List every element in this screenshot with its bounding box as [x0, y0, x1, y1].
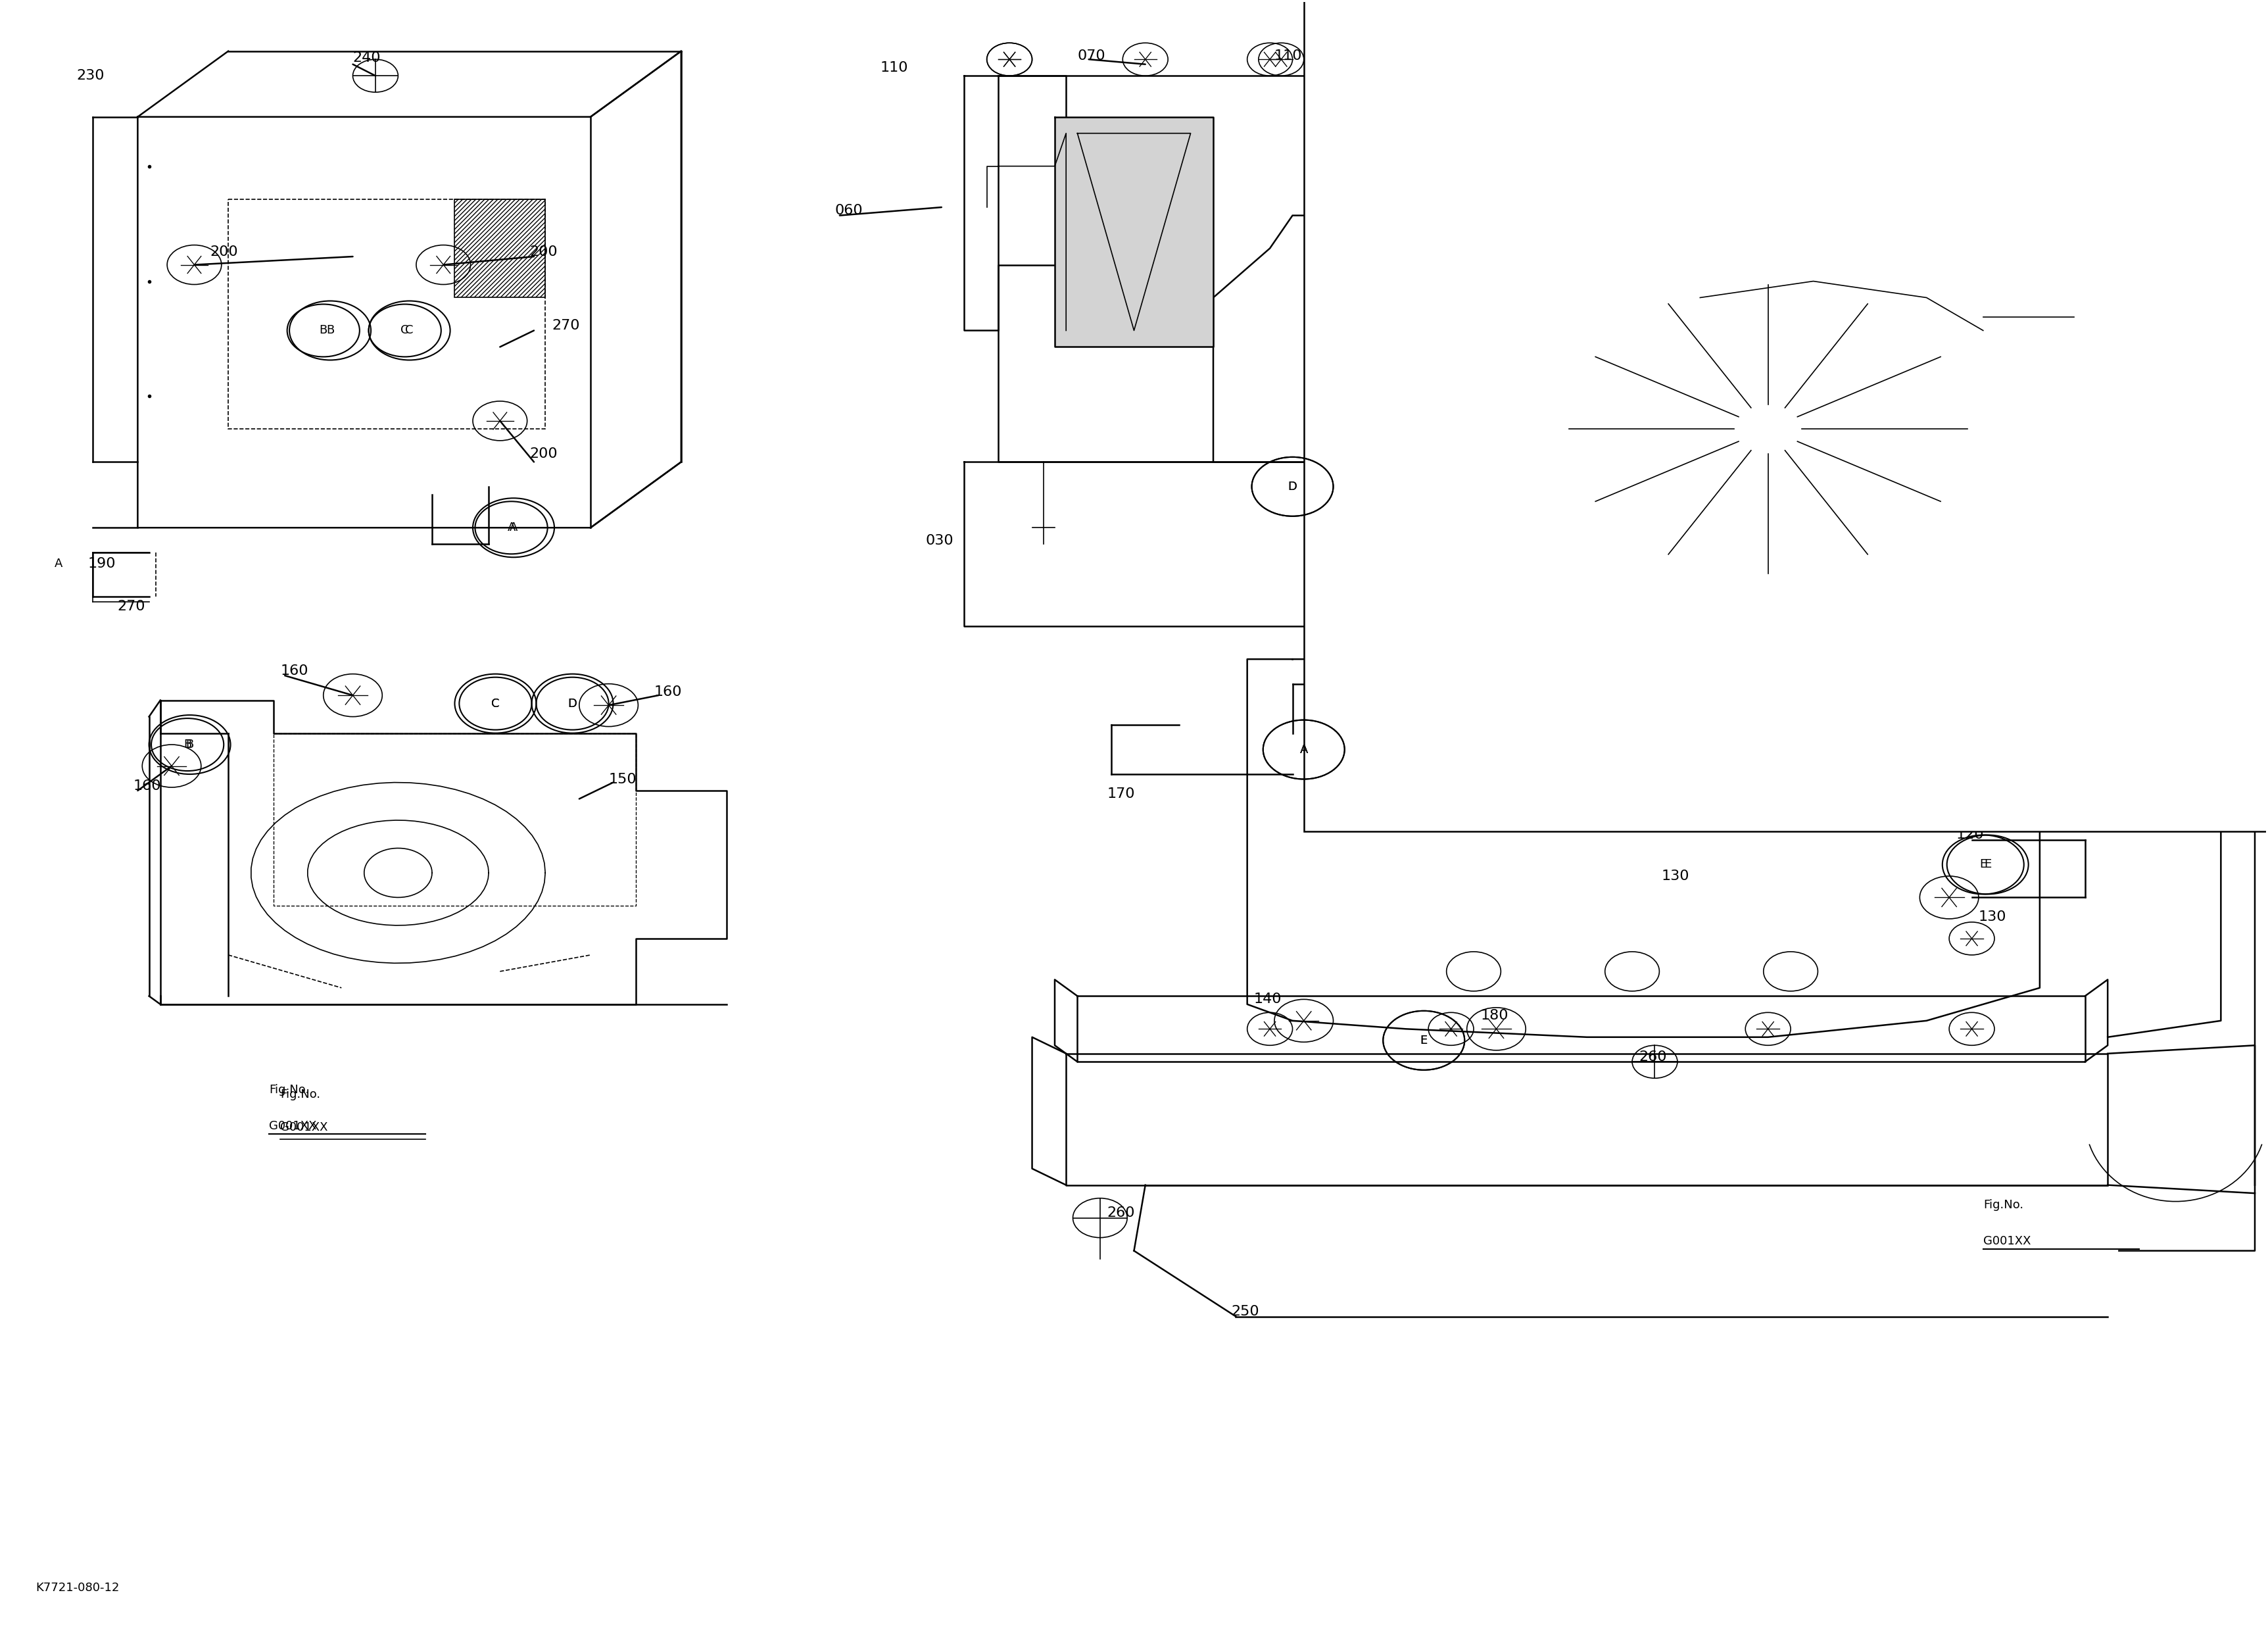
Text: 190: 190: [88, 557, 116, 570]
Text: 270: 270: [118, 600, 145, 613]
Text: 050: 050: [1424, 311, 1452, 324]
Text: 220: 220: [1560, 705, 1588, 718]
Polygon shape: [1213, 216, 1508, 461]
Polygon shape: [1055, 117, 1213, 348]
Text: A: A: [510, 522, 517, 534]
Text: 060: 060: [835, 204, 864, 217]
Text: 160: 160: [281, 664, 308, 677]
Text: 150: 150: [608, 772, 637, 786]
Text: 120: 120: [1955, 828, 1984, 842]
Text: 100: 100: [1633, 33, 1660, 46]
Text: 160: 160: [134, 779, 161, 792]
Text: K7721-080-12: K7721-080-12: [36, 1581, 120, 1594]
Text: D: D: [567, 698, 576, 710]
Text: Fig.No.: Fig.No.: [1982, 1199, 2023, 1211]
Circle shape: [1742, 410, 1796, 450]
Text: 180: 180: [1481, 1010, 1508, 1023]
Text: C: C: [492, 698, 499, 710]
Text: 010: 010: [1978, 507, 2007, 520]
Text: 260: 260: [1107, 1206, 1134, 1219]
Text: A: A: [1300, 744, 1309, 756]
Text: B: B: [184, 740, 191, 751]
Text: }: }: [1885, 514, 1896, 532]
Text: 250: 250: [1232, 1304, 1259, 1318]
Text: 230: 230: [77, 69, 104, 82]
Text: 110: 110: [1275, 49, 1302, 63]
Text: C: C: [406, 324, 413, 336]
Text: 070: 070: [1077, 49, 1105, 63]
Text: A: A: [508, 522, 515, 534]
Text: G001XX: G001XX: [1982, 1235, 2030, 1247]
Text: 270: 270: [551, 320, 581, 333]
Text: D: D: [567, 698, 576, 710]
Text: 020: 020: [1910, 501, 1939, 514]
Text: E: E: [1980, 858, 1987, 871]
Text: 130: 130: [1978, 911, 2007, 924]
Text: 110: 110: [1560, 287, 1588, 300]
Text: B: B: [320, 324, 327, 336]
Text: 200: 200: [528, 245, 558, 259]
Text: 080: 080: [1910, 542, 1939, 555]
Text: Fig.No.: Fig.No.: [270, 1084, 308, 1095]
Text: 160: 160: [653, 685, 683, 698]
Text: Fig.No.: Fig.No.: [281, 1089, 320, 1100]
Text: 200: 200: [211, 245, 238, 259]
Text: 030: 030: [925, 534, 955, 547]
Text: 240: 240: [354, 51, 381, 64]
Text: 110: 110: [880, 61, 909, 74]
Text: 090: 090: [1447, 631, 1474, 644]
Polygon shape: [964, 461, 1701, 626]
Text: G001XX: G001XX: [270, 1120, 318, 1131]
Text: D: D: [1288, 481, 1297, 492]
Text: B: B: [186, 740, 193, 751]
Text: D: D: [1288, 481, 1297, 492]
Text: E: E: [1420, 1034, 1427, 1046]
Text: 040: 040: [1989, 303, 2019, 316]
Text: A: A: [54, 558, 64, 570]
Text: C: C: [401, 324, 408, 336]
FancyBboxPatch shape: [1304, 0, 2268, 832]
Text: 260: 260: [1640, 1051, 1667, 1064]
Text: 020: 020: [1379, 664, 1406, 677]
Text: G001XX: G001XX: [281, 1122, 329, 1133]
Text: E: E: [1420, 1034, 1427, 1046]
Text: 140: 140: [1254, 993, 1281, 1006]
Text: 090: 090: [1470, 212, 1497, 226]
Text: E: E: [1984, 858, 1991, 871]
Text: C: C: [492, 698, 499, 710]
Text: 210: 210: [2057, 738, 2087, 751]
Text: B: B: [327, 324, 333, 336]
Text: 130: 130: [1662, 870, 1690, 883]
Polygon shape: [1633, 43, 1903, 100]
Text: 200: 200: [528, 448, 558, 460]
Text: 170: 170: [1107, 787, 1134, 800]
Text: A: A: [1300, 744, 1309, 756]
Text: 080: 080: [1538, 664, 1565, 677]
